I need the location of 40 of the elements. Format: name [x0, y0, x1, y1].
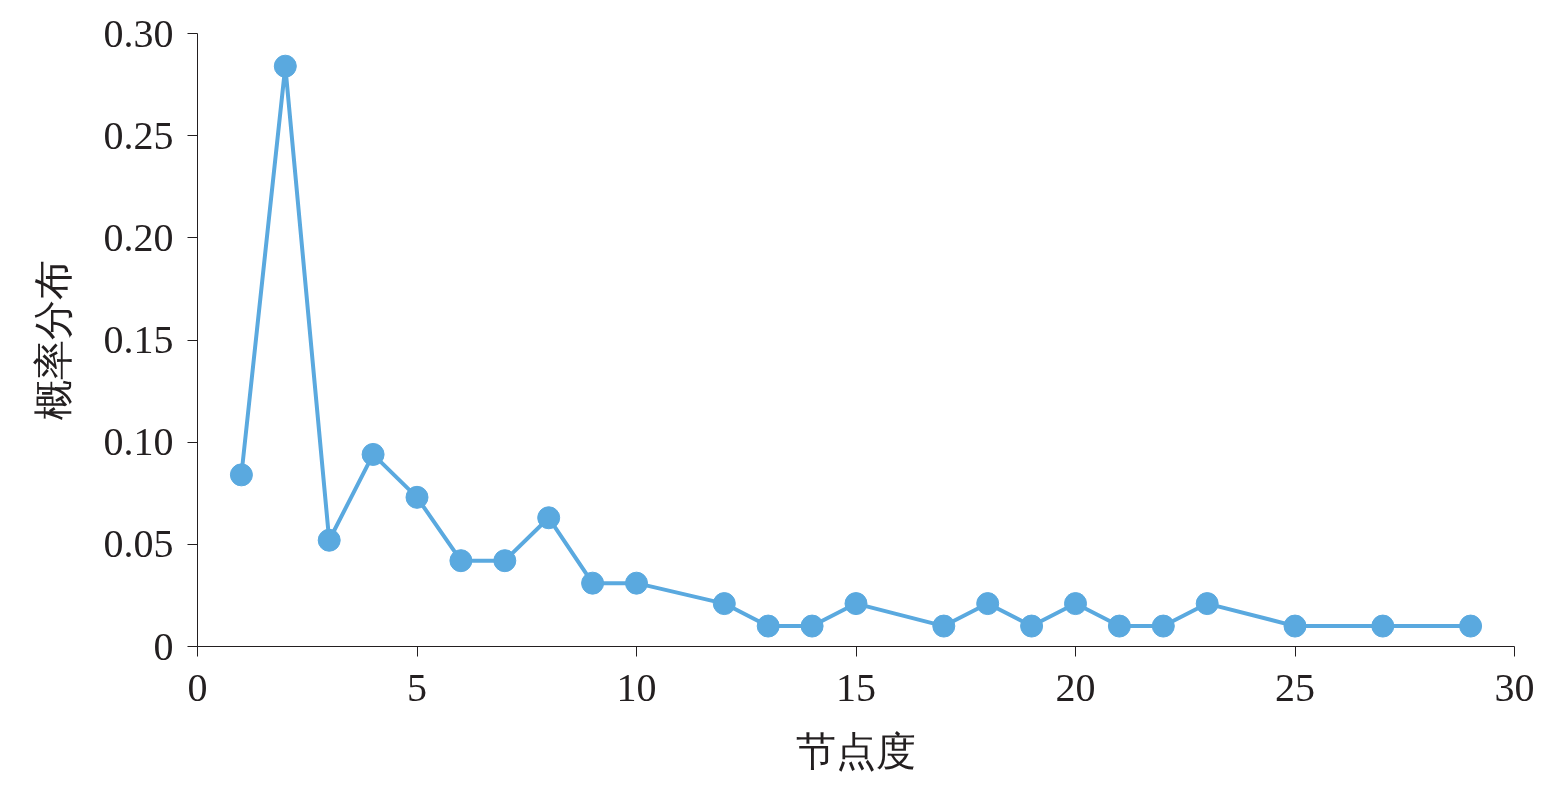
x-tick-label: 15 — [836, 664, 876, 710]
y-tick-label: 0.20 — [103, 214, 174, 260]
y-tick-label: 0.15 — [103, 317, 174, 362]
y-tick-label: 0.25 — [103, 112, 174, 158]
point — [1107, 614, 1131, 638]
point — [493, 549, 517, 573]
x-tick-label: 0 — [187, 664, 208, 710]
point — [756, 614, 780, 638]
x-tick-label: 10 — [616, 664, 657, 710]
point — [581, 571, 605, 595]
y-axis-title: 概率分布 — [30, 260, 76, 420]
point — [976, 592, 1000, 616]
point — [1371, 614, 1395, 638]
point — [1459, 614, 1483, 638]
y-tick-label: 0.05 — [103, 521, 174, 567]
point — [1283, 614, 1307, 638]
y-tick-label: 0.10 — [103, 419, 174, 465]
point — [1020, 614, 1044, 638]
x-tick-label: 30 — [1494, 664, 1535, 710]
point — [537, 506, 561, 530]
y-tick-label: 0 — [153, 623, 174, 669]
x-tick-label: 25 — [1275, 664, 1315, 710]
point — [844, 592, 868, 616]
point — [712, 592, 736, 616]
point — [625, 571, 648, 595]
point — [449, 549, 473, 573]
point — [1064, 592, 1087, 616]
x-axis-title: 节点度 — [796, 728, 916, 774]
point — [317, 528, 341, 552]
point — [1151, 614, 1175, 638]
point — [405, 485, 429, 509]
point — [1195, 592, 1219, 616]
point — [273, 54, 297, 78]
y-tick-label: 0.30 — [103, 10, 174, 56]
point — [361, 442, 385, 466]
point — [229, 463, 253, 487]
point — [932, 614, 956, 638]
x-tick-label: 5 — [407, 664, 427, 710]
point — [800, 614, 824, 638]
x-tick-label: 20 — [1055, 664, 1096, 710]
